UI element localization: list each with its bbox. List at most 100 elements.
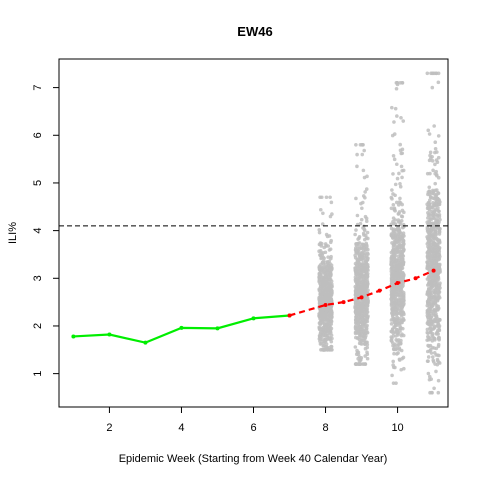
forecast-sample-point	[429, 322, 433, 327]
forecast-sample-point	[399, 367, 404, 372]
chart-title: EW46	[237, 24, 272, 39]
forecast-sample-point	[432, 317, 437, 322]
forecast-sample-point	[434, 172, 439, 177]
forecast-sample-point	[317, 249, 321, 254]
forecast-sample-point	[427, 295, 432, 299]
forecast-sample-point	[397, 301, 402, 305]
forecast-sample-point	[432, 202, 437, 207]
forecast-sample-point	[431, 260, 436, 265]
forecast-sample-point	[360, 242, 364, 247]
forecast-sample-point	[437, 239, 442, 244]
forecast-sample-point	[324, 244, 328, 248]
forecast-sample-point	[426, 192, 430, 197]
forecast-sample-point	[359, 257, 363, 261]
forecast-sample-point	[435, 160, 440, 165]
forecast-sample-point	[395, 258, 400, 263]
forecast-sample-point	[426, 210, 430, 215]
forecast-sample-point	[391, 228, 396, 233]
forecast-sample-point	[429, 263, 434, 268]
forecast-sample-point	[435, 331, 439, 335]
forecast-sample-point	[429, 247, 433, 251]
forecast-sample-point	[319, 195, 324, 200]
forecast-sample-point	[355, 266, 360, 271]
forecast-sample-point	[363, 190, 367, 194]
forecast-sample-point	[329, 279, 334, 284]
forecast-sample-point	[398, 181, 402, 186]
forecast-sample-point	[425, 71, 430, 76]
forecast-sample-point	[400, 258, 404, 262]
forecast-sample-point	[433, 146, 438, 151]
forecast-series	[287, 268, 436, 318]
forecast-sample-point	[426, 315, 430, 320]
forecast-sample-point	[355, 213, 360, 218]
forecast-sample-point	[323, 347, 327, 352]
forecast-sample-point	[322, 256, 326, 261]
forecast-sample-point	[400, 208, 405, 213]
forecast-sample-point	[391, 343, 395, 348]
forecast-sample-point	[431, 300, 436, 304]
x-tick-label: 6	[250, 422, 256, 434]
forecast-sample-point	[429, 351, 434, 355]
forecast-sample-point	[391, 172, 395, 176]
forecast-sample-point	[391, 203, 396, 207]
forecast-sample-point	[394, 200, 399, 205]
forecast-sample-point	[394, 266, 398, 271]
forecast-sample-point	[395, 330, 400, 334]
forecast-sample-point	[399, 151, 404, 156]
forecast-sample-point	[436, 285, 441, 290]
forecast-sample-point	[389, 206, 394, 211]
forecast-sample-point	[391, 347, 396, 351]
forecast-sample-point	[427, 202, 432, 206]
forecast-sample-point	[395, 343, 400, 348]
forecast-sample-point	[359, 313, 364, 318]
forecast-sample-point	[427, 282, 431, 287]
forecast-sample-point	[435, 290, 440, 295]
forecast-sample-point	[390, 373, 394, 378]
forecast-sample-point	[432, 231, 437, 236]
forecast-sample-point	[401, 271, 406, 276]
forecast-sample-point	[357, 338, 362, 342]
y-tick-label: 6	[32, 132, 44, 138]
forecast-sample-point	[431, 211, 435, 215]
forecast-sample-point	[329, 240, 333, 245]
forecast-point	[395, 281, 400, 286]
forecast-sample-point	[389, 277, 394, 281]
forecast-sample-point	[427, 233, 431, 238]
forecast-sample-point	[394, 298, 398, 303]
forecast-sample-point	[429, 377, 434, 381]
forecast-sample-point	[425, 171, 430, 176]
forecast-sample-point	[430, 159, 435, 163]
forecast-sample-point	[394, 338, 399, 342]
forecast-sample-point	[399, 164, 404, 169]
forecast-sample-point	[389, 287, 394, 291]
forecast-sample-point	[428, 288, 433, 293]
forecast-sample-point	[392, 132, 397, 136]
y-axis-label: ILI%	[7, 222, 19, 244]
forecast-sample-point	[394, 250, 399, 254]
forecast-sample-point	[329, 326, 334, 331]
forecast-sample-point	[319, 273, 323, 278]
forecast-sample-point	[361, 329, 366, 333]
observed-point	[179, 325, 184, 330]
forecast-sample-point	[399, 291, 404, 296]
forecast-sample-point	[436, 80, 441, 85]
forecast-sample-point	[329, 344, 334, 349]
forecast-sample-point	[318, 280, 323, 285]
forecast-sample-point	[427, 220, 432, 224]
forecast-sample-point	[394, 334, 398, 338]
forecast-sample-point	[430, 355, 435, 359]
forecast-sample-point	[392, 239, 397, 244]
forecast-sample-point	[398, 324, 402, 329]
forecast-sample-point	[395, 352, 399, 356]
forecast-sample-point	[355, 164, 359, 169]
forecast-sample-point	[361, 200, 365, 205]
forecast-sample-point	[401, 119, 406, 123]
forecast-sample-point	[435, 150, 439, 154]
forecast-sample-point	[435, 270, 439, 275]
forecast-sample-point	[330, 289, 334, 293]
forecast-sample-point	[437, 266, 442, 271]
forecast-sample-point	[427, 208, 432, 212]
forecast-sample-point	[390, 299, 394, 304]
forecast-sample-point	[365, 310, 370, 314]
